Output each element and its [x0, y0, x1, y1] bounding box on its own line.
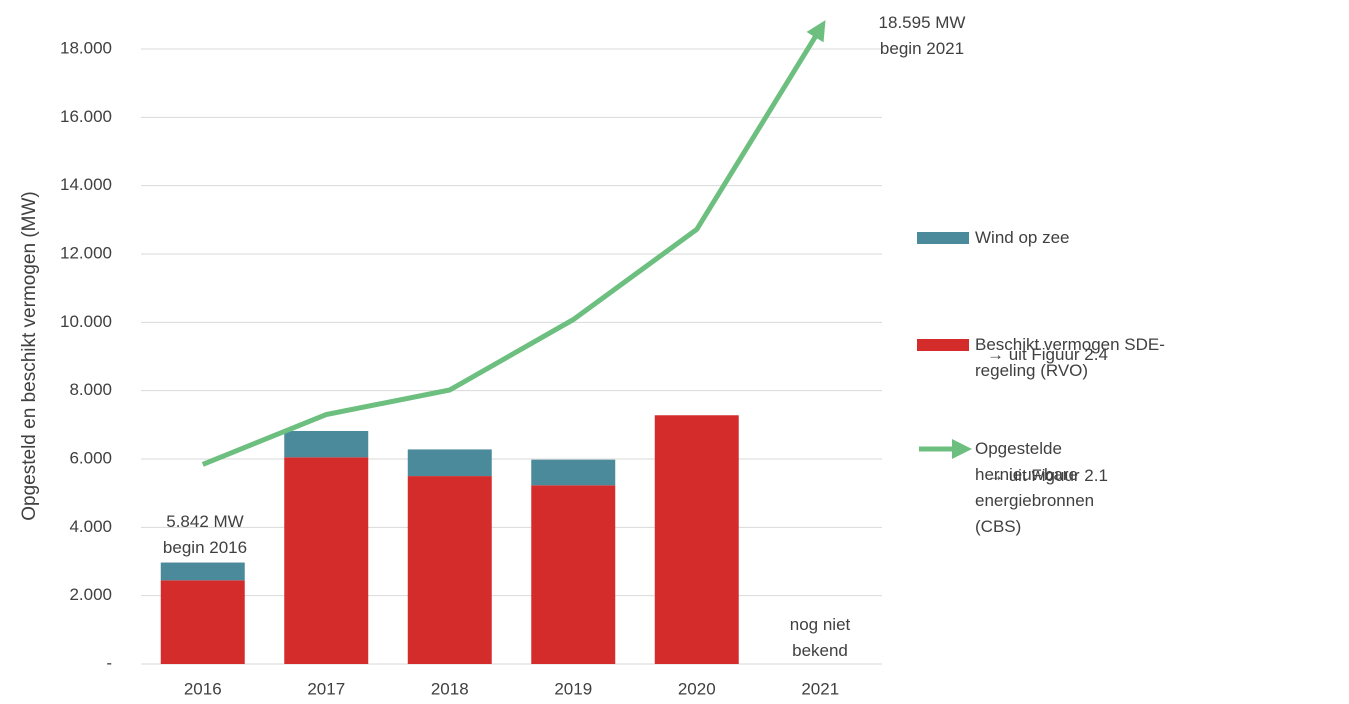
line [201, 20, 826, 467]
bar [407, 449, 492, 477]
bar [407, 476, 492, 664]
legend-label: Opgestelde hernieuwbare energiebronnen (… [975, 439, 1095, 536]
y-tick-label: 2.000 [69, 585, 112, 604]
x-tick-label: 2021 [801, 679, 839, 698]
legend-swatch [917, 339, 969, 351]
x-tick-label: 2018 [431, 679, 469, 698]
annotation: nog niet bekend [789, 615, 851, 660]
y-tick-label: 8.000 [69, 380, 112, 399]
legend-label: Beschikt vermogen SDE-regeling (RVO) [975, 335, 1165, 380]
y-tick-label: 14.000 [60, 175, 112, 194]
x-tick-label: 2020 [678, 679, 716, 698]
y-tick-label: - [106, 653, 112, 672]
bar [531, 485, 616, 664]
bar [531, 459, 616, 486]
y-tick-label: 6.000 [69, 448, 112, 467]
bar [160, 580, 245, 664]
bar [284, 457, 369, 664]
legend-label: Wind op zee [975, 228, 1070, 247]
bar [160, 562, 245, 581]
y-tick-label: 4.000 [69, 517, 112, 536]
y-axis-label: Opgesteld en beschikt vermogen (MW) [19, 191, 40, 520]
legend-swatch [917, 232, 969, 244]
y-tick-label: 18.000 [60, 38, 112, 57]
x-tick-label: 2017 [307, 679, 345, 698]
annotation: 18.595 MW begin 2021 [878, 13, 966, 58]
y-tick-label: 10.000 [60, 312, 112, 331]
x-tick-label: 2019 [554, 679, 592, 698]
bar [284, 430, 369, 458]
y-tick-label: 12.000 [60, 243, 112, 262]
legend-note: → uit Figuur 2.4 [987, 345, 1108, 364]
bar [654, 415, 739, 664]
annotation: 5.842 MW begin 2016 [162, 512, 248, 557]
y-tick-label: 16.000 [60, 107, 112, 126]
legend-note: → uit Figuur 2.1 [987, 466, 1108, 485]
x-tick-label: 2016 [184, 679, 222, 698]
